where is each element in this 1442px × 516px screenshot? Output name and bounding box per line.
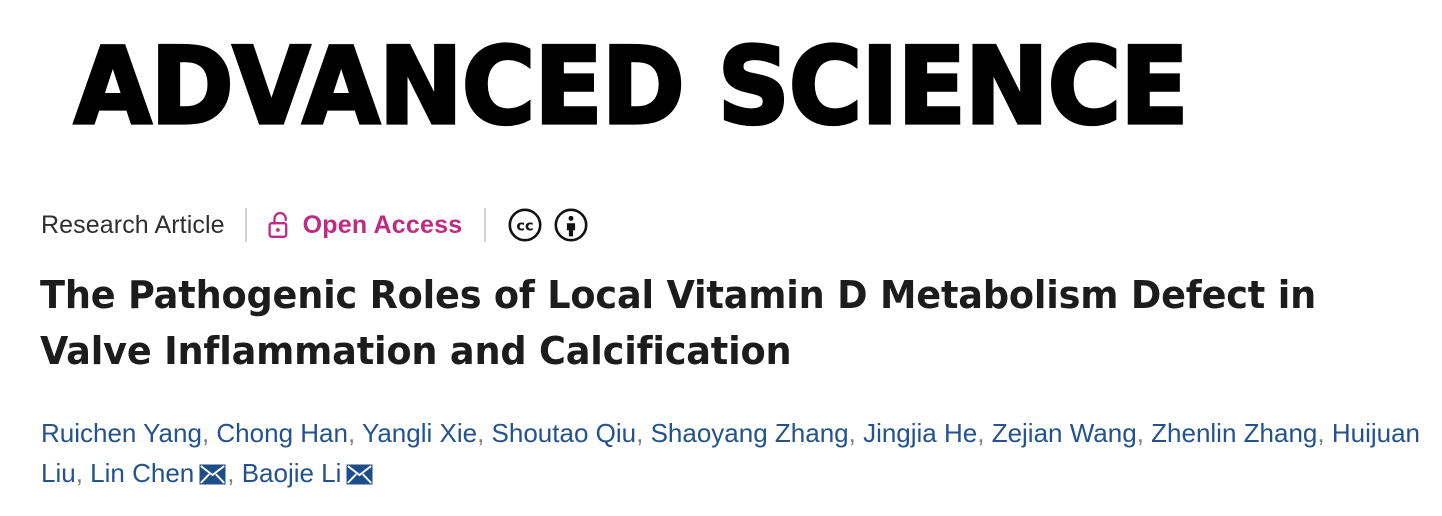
author-name[interactable]: Shoutao Qiu <box>491 418 637 448</box>
article-type-label: Research Article <box>41 210 225 239</box>
creative-commons-by-icon <box>554 208 588 242</box>
author-name[interactable]: Baojie Li <box>241 458 342 488</box>
journal-logo[interactable]: ADVANCED SCIENCE <box>72 28 1190 146</box>
envelope-icon[interactable] <box>346 464 373 485</box>
envelope-icon[interactable] <box>199 464 226 485</box>
author-name[interactable]: Lin Chen <box>90 458 195 488</box>
author-name[interactable]: Zhenlin Zhang <box>1151 418 1318 448</box>
meta-divider-1 <box>244 208 247 242</box>
author-separator: , <box>977 418 992 448</box>
licence-icons[interactable]: cc <box>508 208 588 242</box>
svg-text:cc: cc <box>517 218 534 234</box>
author-separator: , <box>227 458 242 488</box>
article-meta-row: Research Article Open Access cc <box>41 203 588 247</box>
author-name[interactable]: Zejian Wang <box>991 418 1137 448</box>
author-name[interactable]: Chong Han <box>216 418 348 448</box>
author-name[interactable]: Ruichen Yang <box>41 418 202 448</box>
creative-commons-icon: cc <box>508 208 542 242</box>
open-access-badge[interactable]: Open Access <box>267 210 463 240</box>
author-separator: , <box>477 418 492 448</box>
open-access-label: Open Access <box>302 210 463 239</box>
author-name[interactable]: Yangli Xie <box>361 418 478 448</box>
author-name[interactable]: Jingjia He <box>863 418 978 448</box>
journal-logo-text: ADVANCED SCIENCE <box>72 24 1190 149</box>
page-title: The Pathogenic Roles of Local Vitamin D … <box>40 273 1317 373</box>
author-separator: , <box>636 418 651 448</box>
author-separator: , <box>347 418 362 448</box>
author-name[interactable]: Huijuan Liu <box>41 418 1420 488</box>
author-name[interactable]: Shaoyang Zhang <box>650 418 849 448</box>
author-separator: , <box>1136 418 1152 448</box>
author-separator: , <box>1317 418 1332 448</box>
author-list: Ruichen Yang, Chong Han, Yangli Xie, Sho… <box>41 413 1421 493</box>
open-padlock-icon <box>268 211 287 238</box>
meta-divider-2 <box>484 208 487 242</box>
author-separator: , <box>201 418 217 448</box>
author-separator: , <box>75 458 91 488</box>
author-separator: , <box>848 418 864 448</box>
